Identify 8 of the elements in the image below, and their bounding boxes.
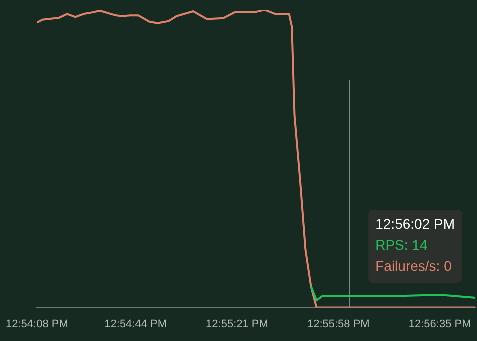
x-tick-label: 12:55:58 PM — [307, 318, 370, 330]
annotation: 12:56:02 PM — [376, 216, 455, 232]
x-tick-label: 12:54:44 PM — [104, 318, 168, 330]
annotation: RPS: 14 — [376, 236, 428, 253]
annotation: Failures/s: 0 — [376, 258, 452, 274]
x-tick-label: 12:54:08 PM — [6, 318, 68, 330]
x-tick-label: 12:55:21 PM — [206, 318, 268, 330]
x-tick-label: 12:56:35 PM — [408, 318, 472, 330]
